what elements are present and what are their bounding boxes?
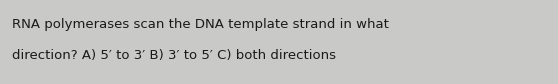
Text: direction? A) 5′ to 3′ B) 3′ to 5′ C) both directions: direction? A) 5′ to 3′ B) 3′ to 5′ C) bo… <box>12 49 336 62</box>
Text: RNA polymerases scan the DNA template strand in what: RNA polymerases scan the DNA template st… <box>12 18 389 32</box>
